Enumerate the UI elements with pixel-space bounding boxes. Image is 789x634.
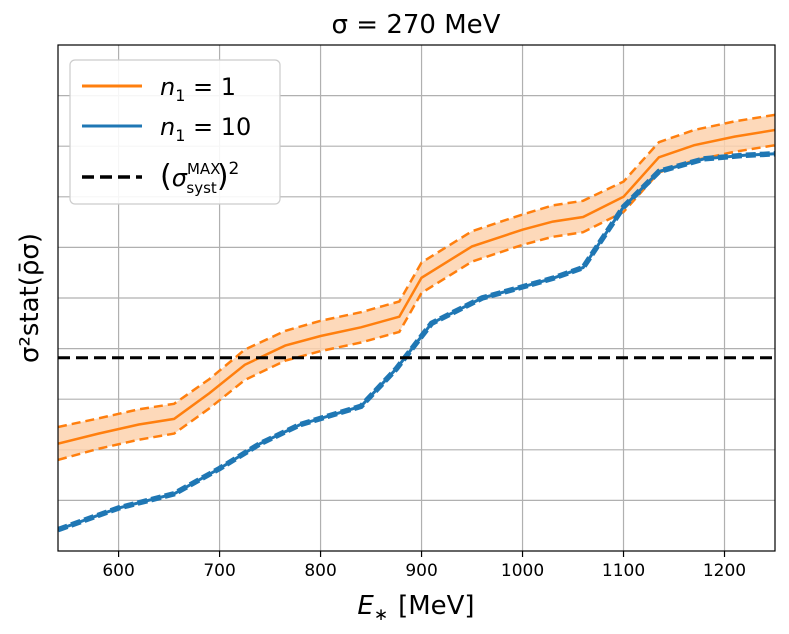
legend-box [69,59,281,205]
x-tick-label: 600 [102,561,134,581]
x-tick-label: 1200 [703,561,746,581]
legend-label-n1-1: n1 = 1 [160,73,236,105]
plot-frame [57,44,776,552]
grid-lines [58,45,775,551]
legend: n1 = 1 n1 = 10 (σMAX syst)2 [69,59,281,205]
legend-n1-1-main: n [160,73,175,101]
legend-sub-syst: syst [186,179,217,197]
x-axis-label: E∗ [MeV] [357,591,474,625]
legend-n1-10-rest: = 10 [185,113,251,141]
n1-1-upper-dashed-line [58,113,775,429]
x-axis-label-symbol: E [357,591,374,621]
legend-sup-max: MAX [187,160,220,178]
chart-title: σ = 270 MeV [332,10,501,40]
n1-10-dashed-overlay [58,151,775,533]
legend-n1-10-main: n [160,113,175,141]
y-axis-label: σ²stat(ρ̄σ) [15,233,45,363]
x-tick-label: 700 [203,561,235,581]
legend-n1-10-sub: 1 [175,126,185,145]
x-tick-label: 1100 [602,561,645,581]
legend-n1-1-rest: = 1 [185,73,236,101]
x-axis-ticks: 600 700 800 900 1000 1100 1200 [102,551,746,581]
legend-label-sigma-max: (σMAX syst)2 [160,159,239,197]
legend-close-paren: ) [217,159,229,194]
legend-power: 2 [229,159,240,179]
n1-1-series-line [58,128,775,445]
legend-sigma: σ [172,164,188,192]
x-axis-label-subscript: ∗ [374,605,388,625]
x-axis-label-unit: [MeV] [398,591,475,621]
x-tick-label: 800 [304,561,336,581]
y-axis-label-text: σ²stat(ρ̄σ) [15,233,45,363]
x-tick-label: 900 [405,561,437,581]
legend-label-n1-10: n1 = 10 [160,113,251,145]
legend-n1-1-sub: 1 [175,86,185,105]
x-tick-label: 1000 [501,561,544,581]
legend-open-paren: ( [160,159,172,194]
